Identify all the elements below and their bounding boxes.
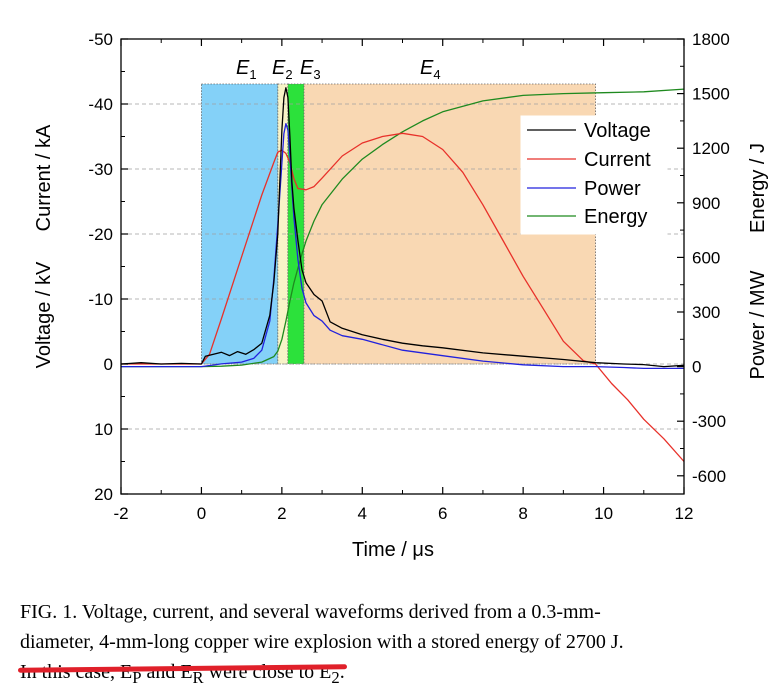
y-left-tick-label: -50 xyxy=(88,30,113,49)
x-tick-label: 0 xyxy=(197,504,206,523)
x-axis-label: Time / μs xyxy=(352,539,434,561)
series-line-energy xyxy=(121,88,685,368)
y-right-label-energy: Energy / J xyxy=(747,143,769,233)
y-left-tick-label: 0 xyxy=(104,355,113,374)
y-left-tick-label: 10 xyxy=(94,420,113,439)
x-tick-label: 12 xyxy=(675,504,694,523)
legend-box xyxy=(520,115,668,235)
caption-line-3: In this case, EP and ER were close to E2… xyxy=(17,657,772,693)
legend-label-current: Current xyxy=(584,149,651,171)
y-left-label-current: Current / kA xyxy=(33,124,55,231)
x-tick-label: 2 xyxy=(277,504,286,523)
y-left-label-voltage: Voltage / kV xyxy=(33,261,55,368)
x-tick-label: -2 xyxy=(113,504,128,523)
region-label-E3: E3 xyxy=(300,57,321,82)
legend-label-voltage: Voltage xyxy=(584,120,651,142)
figure-caption: FIG. 1. Voltage, current, and several wa… xyxy=(17,597,772,693)
series-line-voltage xyxy=(120,87,685,368)
x-tick-label: 10 xyxy=(594,504,613,523)
y-right-tick-label: 300 xyxy=(692,303,720,322)
y-right-tick-label: -600 xyxy=(692,467,726,486)
y-right-tick-label: 600 xyxy=(692,248,720,267)
region-E1 xyxy=(201,83,279,365)
region-label-E4: E4 xyxy=(420,57,441,82)
caption-line-1: FIG. 1. Voltage, current, and several wa… xyxy=(20,601,601,623)
y-left-tick-label: -10 xyxy=(88,290,113,309)
y-left-tick-label: -20 xyxy=(88,225,113,244)
region-labels: E1 E2 E3 E4 xyxy=(236,57,441,82)
figure: -2 0 2 4 6 8 10 12-50-40-30-20-1001020180015001… xyxy=(33,30,769,561)
y-right-tick-label: 1200 xyxy=(692,139,730,158)
series-line-power xyxy=(121,122,684,370)
y-right-tick-label: 1500 xyxy=(692,85,730,104)
region-label-E2: E2 xyxy=(272,57,293,82)
y-left-tick-label: -30 xyxy=(88,160,113,179)
x-tick-label: 6 xyxy=(438,504,447,523)
x-tick-label: 4 xyxy=(358,504,367,523)
y-right-tick-label: 0 xyxy=(692,358,701,377)
y-left-tick-label: -40 xyxy=(88,95,113,114)
struck-sentence: In this case, EP and ER were close to E2… xyxy=(17,657,347,693)
series-lines xyxy=(120,87,685,462)
y-right-tick-label: -300 xyxy=(692,412,726,431)
y-right-tick-label: 1800 xyxy=(692,30,730,49)
tick-labels: -2 0 2 4 6 8 10 12-50-40-30-20-1001020180015001… xyxy=(88,30,729,523)
x-tick-label: 8 xyxy=(518,504,527,523)
region-label-E1: E1 xyxy=(236,57,257,82)
axes xyxy=(120,38,685,495)
y-right-label-power: Power / MW xyxy=(747,270,769,379)
legend-label-energy: Energy xyxy=(584,206,647,228)
caption-line-2: diameter, 4-mm-long copper wire explosio… xyxy=(20,631,624,653)
y-left-tick-label: 20 xyxy=(94,485,113,504)
legend-label-power: Power xyxy=(584,178,641,200)
legend: Voltage Current Power Energy xyxy=(520,115,668,235)
y-right-tick-label: 900 xyxy=(692,194,720,213)
